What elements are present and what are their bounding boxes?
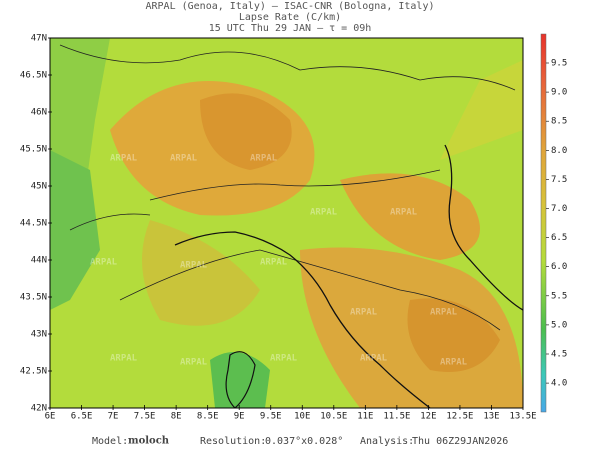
- coastline: [225, 351, 256, 408]
- lon-label: 7E: [108, 412, 119, 422]
- map-field: [49, 37, 524, 409]
- watermark: ARPAL: [270, 354, 298, 364]
- watermark: ARPAL: [440, 358, 468, 368]
- colorbar-label: 5.5: [551, 291, 567, 301]
- watermark: ARPAL: [360, 354, 388, 364]
- lon-label: 8.5E: [197, 412, 219, 422]
- watermark: ARPAL: [350, 308, 378, 318]
- lon-label: 10.5E: [320, 412, 347, 422]
- lat-label: 47N: [31, 34, 47, 44]
- watermark: ARPAL: [110, 354, 138, 364]
- colorbar-label: 9.5: [551, 59, 567, 69]
- footer-value: 0.037°x0.028°: [265, 436, 343, 447]
- lon-label: 7.5E: [134, 412, 156, 422]
- watermark: ARPAL: [260, 258, 288, 268]
- lat-label: 45N: [31, 182, 47, 192]
- lon-label: 12E: [420, 412, 436, 422]
- header-line: Lapse Rate (C/km): [239, 12, 341, 23]
- watermark: ARPAL: [430, 308, 458, 318]
- field-region: [340, 173, 480, 260]
- watermark: ARPAL: [250, 154, 278, 164]
- footer-label: Analysis:: [360, 436, 414, 447]
- watermark: ARPAL: [390, 208, 418, 218]
- lat-label: 46N: [31, 108, 47, 118]
- colorbar-label: 8.5: [551, 117, 567, 127]
- coastline: [174, 144, 523, 408]
- watermark: ARPAL: [310, 208, 338, 218]
- footer-label: Resolution:: [200, 436, 266, 447]
- watermark: ARPAL: [170, 154, 198, 164]
- field-region: [142, 220, 260, 326]
- colorbar-label: 8.0: [551, 146, 567, 156]
- watermark: ARPAL: [180, 261, 208, 271]
- border-lines: [59, 44, 516, 331]
- lat-label: 44N: [31, 256, 47, 266]
- colorbar-label: 7.5: [551, 175, 567, 185]
- colorbar-label: 4.5: [551, 350, 567, 360]
- colorbar-label: 7.0: [551, 204, 567, 214]
- lon-label: 11.5E: [383, 412, 410, 422]
- lat-label: 42.5N: [20, 367, 47, 377]
- lat-label: 46.5N: [20, 71, 47, 81]
- lon-label: 10E: [294, 412, 310, 422]
- lon-label: 9E: [234, 412, 245, 422]
- colorbar-label: 9.0: [551, 88, 567, 98]
- colorbar: [540, 33, 547, 413]
- lon-label: 6.5E: [71, 412, 93, 422]
- lon-label: 12.5E: [446, 412, 473, 422]
- lon-label: 8E: [171, 412, 182, 422]
- lat-label: 43N: [31, 330, 47, 340]
- footer-value: Thu 06Z29JAN2026: [412, 436, 508, 447]
- header-line: ARPAL (Genoa, Italy) – ISAC-CNR (Bologna…: [146, 1, 435, 12]
- lon-label: 6E: [45, 412, 56, 422]
- footer-value: moloch: [128, 436, 170, 447]
- header-line: 15 UTC Thu 29 JAN – τ = 09h: [209, 23, 372, 34]
- field-region: [407, 298, 500, 372]
- colorbar-label: 6.5: [551, 233, 567, 243]
- colorbar-label: 5.0: [551, 320, 567, 330]
- watermark: ARPAL: [90, 258, 118, 268]
- lon-label: 9.5E: [260, 412, 282, 422]
- lat-label: 43.5N: [20, 293, 47, 303]
- colorbar-label: 6.0: [551, 262, 567, 272]
- footer-label: Model:: [92, 436, 128, 447]
- watermark: ARPAL: [110, 154, 138, 164]
- lon-label: 11E: [357, 412, 373, 422]
- watermark: ARPAL: [180, 358, 208, 368]
- lat-label: 42N: [31, 404, 47, 414]
- lon-label: 13.5E: [509, 412, 536, 422]
- lat-label: 44.5N: [20, 219, 47, 229]
- lat-label: 45.5N: [20, 145, 47, 155]
- field-region: [200, 93, 292, 170]
- field-region: [50, 150, 100, 310]
- colorbar-scale: [540, 33, 547, 413]
- colorbar-label: 4.0: [551, 379, 567, 389]
- lon-label: 13E: [483, 412, 499, 422]
